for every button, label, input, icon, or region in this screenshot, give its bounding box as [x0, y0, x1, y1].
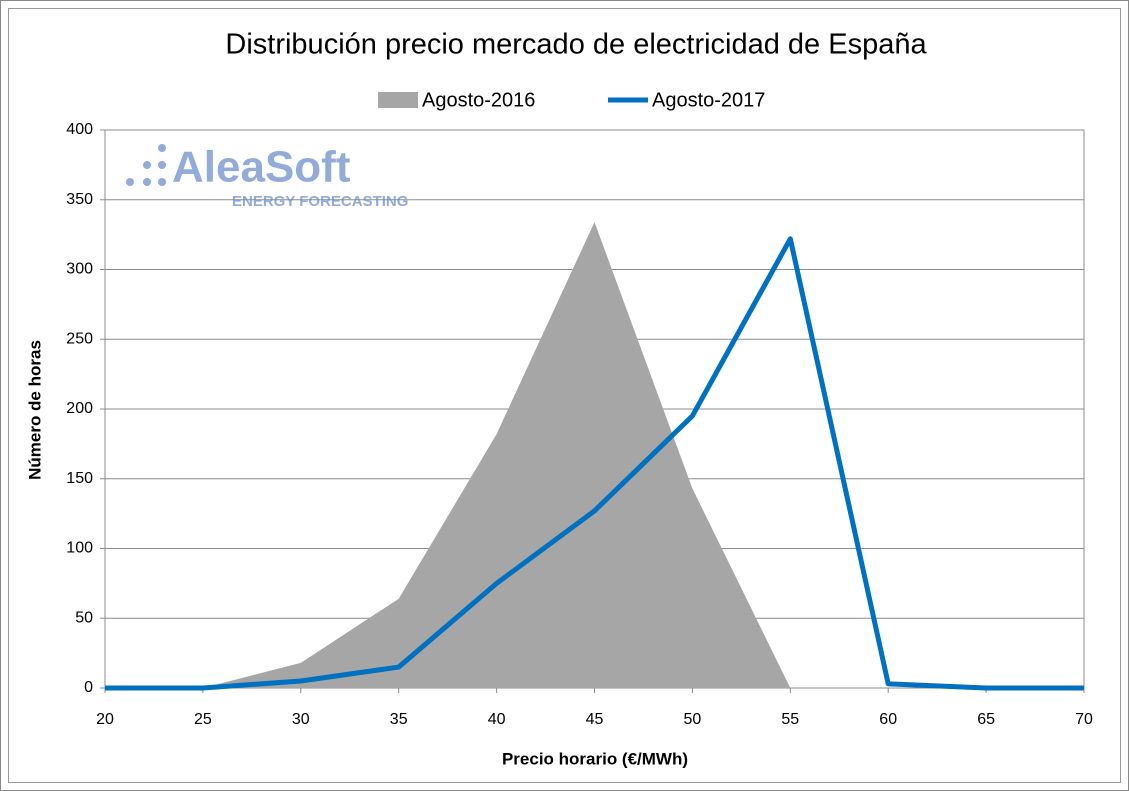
logo-dot	[158, 161, 166, 169]
y-tick-label: 100	[66, 540, 93, 557]
y-tick-label: 0	[84, 679, 93, 696]
logo-name: AleaSoft	[172, 143, 351, 192]
x-tick-label: 60	[879, 711, 897, 728]
y-tick-label: 400	[66, 121, 93, 138]
logo-tagline: ENERGY FORECASTING	[232, 193, 408, 210]
logo-dot	[158, 144, 166, 152]
y-tick-label: 200	[66, 400, 93, 417]
y-tick-label: 250	[66, 330, 93, 347]
y-tick-label: 150	[66, 470, 93, 487]
y-tick-label: 350	[66, 191, 93, 208]
legend-label: Agosto-2017	[652, 89, 765, 111]
logo-dot	[143, 178, 151, 186]
x-axis-label: Precio horario (€/MWh)	[502, 749, 688, 768]
line	[105, 236, 1084, 691]
logo: AleaSoft ENERGY FORECASTING	[126, 143, 408, 210]
x-tick-label: 65	[977, 711, 995, 728]
y-tick-label: 300	[66, 261, 93, 278]
chart-title: Distribución precio mercado de electrici…	[225, 29, 927, 61]
x-tick-label: 70	[1075, 711, 1093, 728]
y-tick-label: 50	[75, 609, 93, 626]
logo-dot	[158, 178, 166, 186]
x-tick-label: 30	[292, 711, 310, 728]
area	[105, 222, 1084, 688]
logo-dot	[143, 161, 151, 169]
x-tick-label: 35	[390, 711, 408, 728]
x-tick-label: 40	[488, 711, 506, 728]
x-tick-label: 20	[96, 711, 114, 728]
y-axis-label: Número de horas	[25, 340, 44, 480]
x-tick-label: 50	[684, 711, 702, 728]
x-tick-label: 45	[586, 711, 604, 728]
x-tick-label: 55	[781, 711, 799, 728]
legend-label: Agosto-2016	[422, 89, 535, 111]
legend-swatch	[378, 92, 418, 108]
x-tick-label: 25	[194, 711, 212, 728]
logo-dot	[126, 178, 134, 186]
